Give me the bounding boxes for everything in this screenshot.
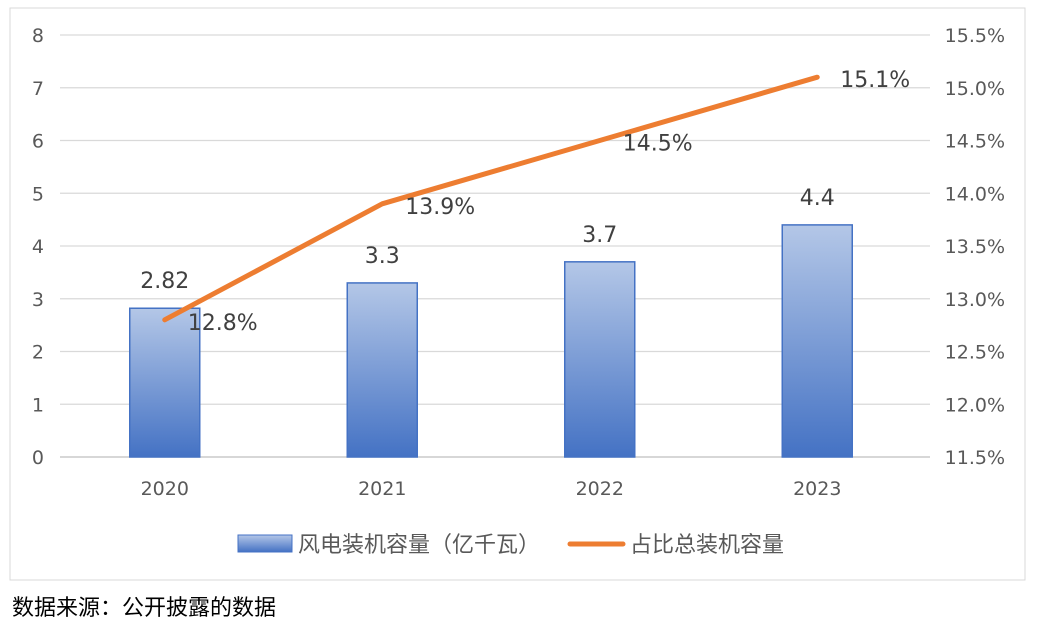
source-note: 数据来源：公开披露的数据 <box>12 596 277 621</box>
x-axis-tick: 2022 <box>576 478 624 500</box>
x-axis-tick: 2020 <box>141 478 189 500</box>
bar <box>781 224 853 458</box>
legend-line-label: 占比总装机容量 <box>630 533 784 558</box>
x-axis-tick: 2021 <box>358 478 406 500</box>
right-axis-tick: 12.5% <box>945 342 1005 364</box>
legend-bar-swatch <box>237 534 293 553</box>
line-data-label: 15.1% <box>840 68 910 93</box>
left-axis-tick: 1 <box>32 394 44 416</box>
left-axis-tick: 4 <box>32 236 44 258</box>
left-axis-tick: 6 <box>32 131 44 153</box>
right-axis-tick: 12.0% <box>945 394 1005 416</box>
chart: 0 1 2 3 4 5 6 7 8 11.5% 12.0% 12.5% 13.0% 13.5% 14.0% 1… <box>9 7 1026 581</box>
bar-data-label: 3.3 <box>365 244 400 269</box>
line-series <box>162 74 820 323</box>
bar-data-label: 2.82 <box>140 269 189 294</box>
right-axis-tick: 15.0% <box>945 78 1005 100</box>
line-data-label: 12.8% <box>188 311 258 336</box>
line-data-label: 14.5% <box>623 132 693 157</box>
right-axis-tick: 13.0% <box>945 289 1005 311</box>
line-data-label: 13.9% <box>405 195 475 220</box>
right-axis-tick: 14.0% <box>945 183 1005 205</box>
left-axis-tick: 0 <box>32 447 44 469</box>
bar <box>129 307 201 458</box>
right-axis-tick: 14.5% <box>945 131 1005 153</box>
left-axis-tick: 5 <box>32 183 44 205</box>
chart-border <box>9 7 1026 581</box>
bar <box>564 261 636 458</box>
right-axis-tick: 13.5% <box>945 236 1005 258</box>
bar-data-label: 4.4 <box>800 186 835 211</box>
bar <box>346 282 418 458</box>
left-axis-tick: 3 <box>32 289 44 311</box>
right-axis-tick: 15.5% <box>945 25 1005 47</box>
left-axis-tick: 7 <box>32 78 44 100</box>
left-axis-tick: 2 <box>32 342 44 364</box>
legend-bar-label: 风电装机容量（亿千瓦） <box>298 533 540 558</box>
left-axis-tick: 8 <box>32 25 44 47</box>
x-axis-tick: 2023 <box>793 478 841 500</box>
right-axis-tick: 11.5% <box>945 447 1005 469</box>
bar-data-label: 3.7 <box>582 223 617 248</box>
